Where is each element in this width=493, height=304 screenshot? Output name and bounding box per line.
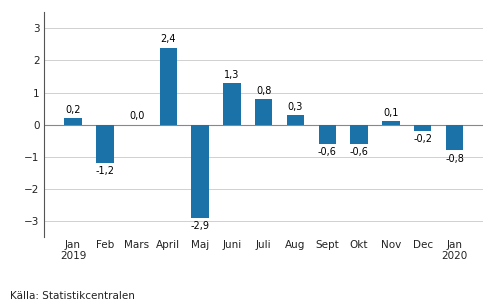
Bar [64, 118, 82, 125]
Text: -0,8: -0,8 [445, 154, 464, 164]
Text: -1,2: -1,2 [95, 166, 114, 176]
Bar [255, 99, 273, 125]
Bar [318, 125, 336, 144]
Bar [382, 121, 400, 125]
Text: -0,2: -0,2 [413, 134, 432, 144]
Text: 0,2: 0,2 [65, 105, 81, 115]
Text: -2,9: -2,9 [191, 221, 210, 231]
Text: 1,3: 1,3 [224, 70, 240, 80]
Bar [446, 125, 463, 150]
Bar [160, 47, 177, 125]
Text: 2,4: 2,4 [161, 34, 176, 44]
Text: Källa: Statistikcentralen: Källa: Statistikcentralen [10, 291, 135, 301]
Bar [414, 125, 431, 131]
Text: -0,6: -0,6 [350, 147, 369, 157]
Text: 0,3: 0,3 [288, 102, 303, 112]
Bar [96, 125, 113, 163]
Bar [351, 125, 368, 144]
Bar [223, 83, 241, 125]
Text: 0,0: 0,0 [129, 112, 144, 121]
Text: -0,6: -0,6 [318, 147, 337, 157]
Text: 0,1: 0,1 [383, 108, 398, 118]
Bar [191, 125, 209, 218]
Bar [287, 115, 304, 125]
Text: 0,8: 0,8 [256, 86, 272, 96]
